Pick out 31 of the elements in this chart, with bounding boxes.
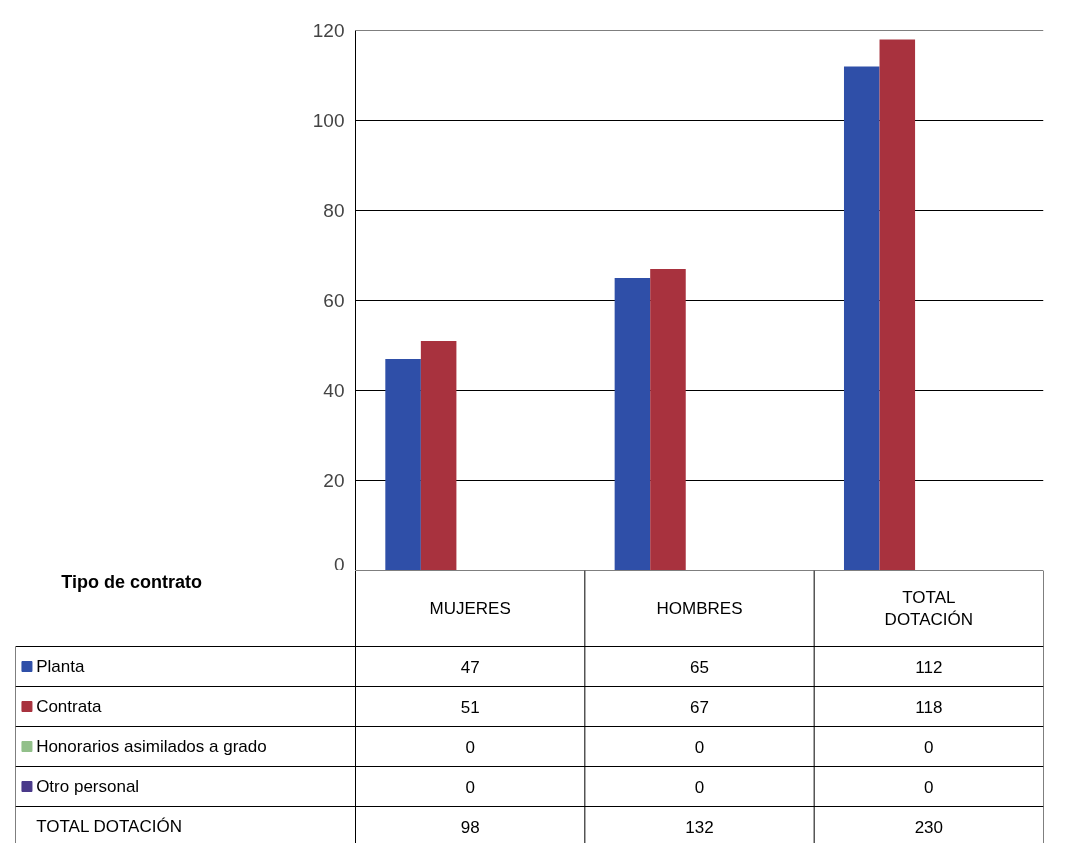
data-label: 67 [690, 697, 709, 717]
data-label: 0 [924, 737, 934, 757]
y-tick-label: 20 [323, 470, 345, 491]
data-label: 51 [460, 697, 480, 717]
legend-label: Planta [36, 657, 85, 676]
legend-label: Contrata [36, 697, 102, 716]
data-label: 65 [690, 657, 709, 677]
text: 98 [460, 817, 480, 837]
text: 132 [685, 817, 714, 837]
y-tick-label: 40 [323, 380, 345, 401]
y-tick-label: 60 [323, 290, 345, 311]
text: 230 [914, 817, 944, 837]
data-label: 0 [465, 777, 475, 797]
y-tick-label: 100 [312, 110, 345, 131]
data-label: 118 [915, 697, 943, 717]
text: TOTAL DOTACIÓN [36, 817, 182, 836]
y-tick-label: 80 [323, 200, 345, 221]
data-label: 0 [694, 737, 705, 757]
legend-title: Tipo de contrato [61, 571, 203, 592]
legend-label: Otro personal [36, 777, 140, 796]
y-tick-label: 0 [333, 553, 345, 575]
data-label: 0 [694, 777, 705, 797]
data-label: 47 [460, 657, 480, 677]
x-tick-label: HOMBRES [656, 599, 743, 618]
y-tick-label: 120 [312, 20, 345, 41]
data-label: 0 [924, 777, 934, 797]
legend-label: Honorarios asimilados a grado [36, 737, 267, 756]
x-tick-label: MUJERES [429, 599, 511, 618]
data-label: 112 [915, 657, 943, 677]
data-label: 0 [465, 737, 475, 757]
x-tick-label: TOTAL DOTACIÓN [884, 587, 974, 630]
